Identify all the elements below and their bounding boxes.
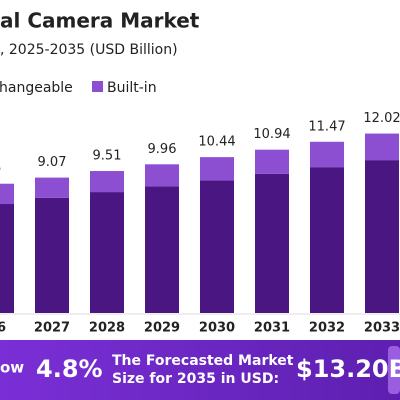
x-tick-label: 2027 xyxy=(34,321,70,336)
total-label: 10.44 xyxy=(198,135,235,150)
total-label: 6 xyxy=(0,161,1,176)
banner-market-size: $13.20B xyxy=(296,355,400,383)
bar-segment xyxy=(90,171,124,193)
banner-caption: Size for 2035 in USD: xyxy=(112,371,279,387)
bar-segment xyxy=(145,164,179,187)
x-tick-label: 2028 xyxy=(89,321,125,336)
total-label: 11.47 xyxy=(308,119,345,134)
bar-segment xyxy=(35,197,69,313)
legend-swatch xyxy=(92,81,103,92)
legend-label: hangeable xyxy=(0,80,73,96)
plot: 6 26 9.07 2027 9.51 2028 9.96 2029 10.44 2030 10.9… xyxy=(0,111,400,336)
banner-lead: ow xyxy=(0,359,24,377)
bar-segment xyxy=(255,173,289,313)
banner-tab xyxy=(388,346,400,394)
total-label: 12.02 xyxy=(363,111,400,126)
banner xyxy=(0,340,400,400)
bar-segment xyxy=(200,180,234,313)
bar-segment xyxy=(365,133,399,161)
bar-segment xyxy=(365,160,399,313)
legend: hangeable Built-in xyxy=(0,80,157,96)
chart-title: al Camera Market xyxy=(0,9,200,33)
bar-segment xyxy=(0,183,14,205)
x-tick-label: 26 xyxy=(0,321,6,336)
bar-segment xyxy=(310,141,344,168)
x-tick-label: 2032 xyxy=(309,321,345,336)
banner-caption: The Forecasted Market xyxy=(112,353,294,369)
bar-segment xyxy=(90,192,124,313)
total-label: 9.96 xyxy=(148,142,177,157)
bar-segment xyxy=(310,167,344,313)
x-tick-label: 2031 xyxy=(254,321,290,336)
total-label: 10.94 xyxy=(253,127,290,142)
x-tick-label: 2029 xyxy=(144,321,180,336)
bar-segment xyxy=(35,177,69,198)
bar-segment xyxy=(200,157,234,181)
x-tick-label: 2033 xyxy=(364,321,400,336)
x-tick-label: 2030 xyxy=(199,321,235,336)
legend-label: Built-in xyxy=(107,80,157,96)
bar-segment xyxy=(255,149,289,174)
bar-segment xyxy=(0,204,14,313)
total-label: 9.51 xyxy=(93,149,122,164)
total-label: 9.07 xyxy=(38,155,67,170)
bar-segment xyxy=(145,186,179,313)
chart-subtitle: , 2025-2035 (USD Billion) xyxy=(0,42,178,58)
banner-cagr: 4.8% xyxy=(36,355,103,383)
